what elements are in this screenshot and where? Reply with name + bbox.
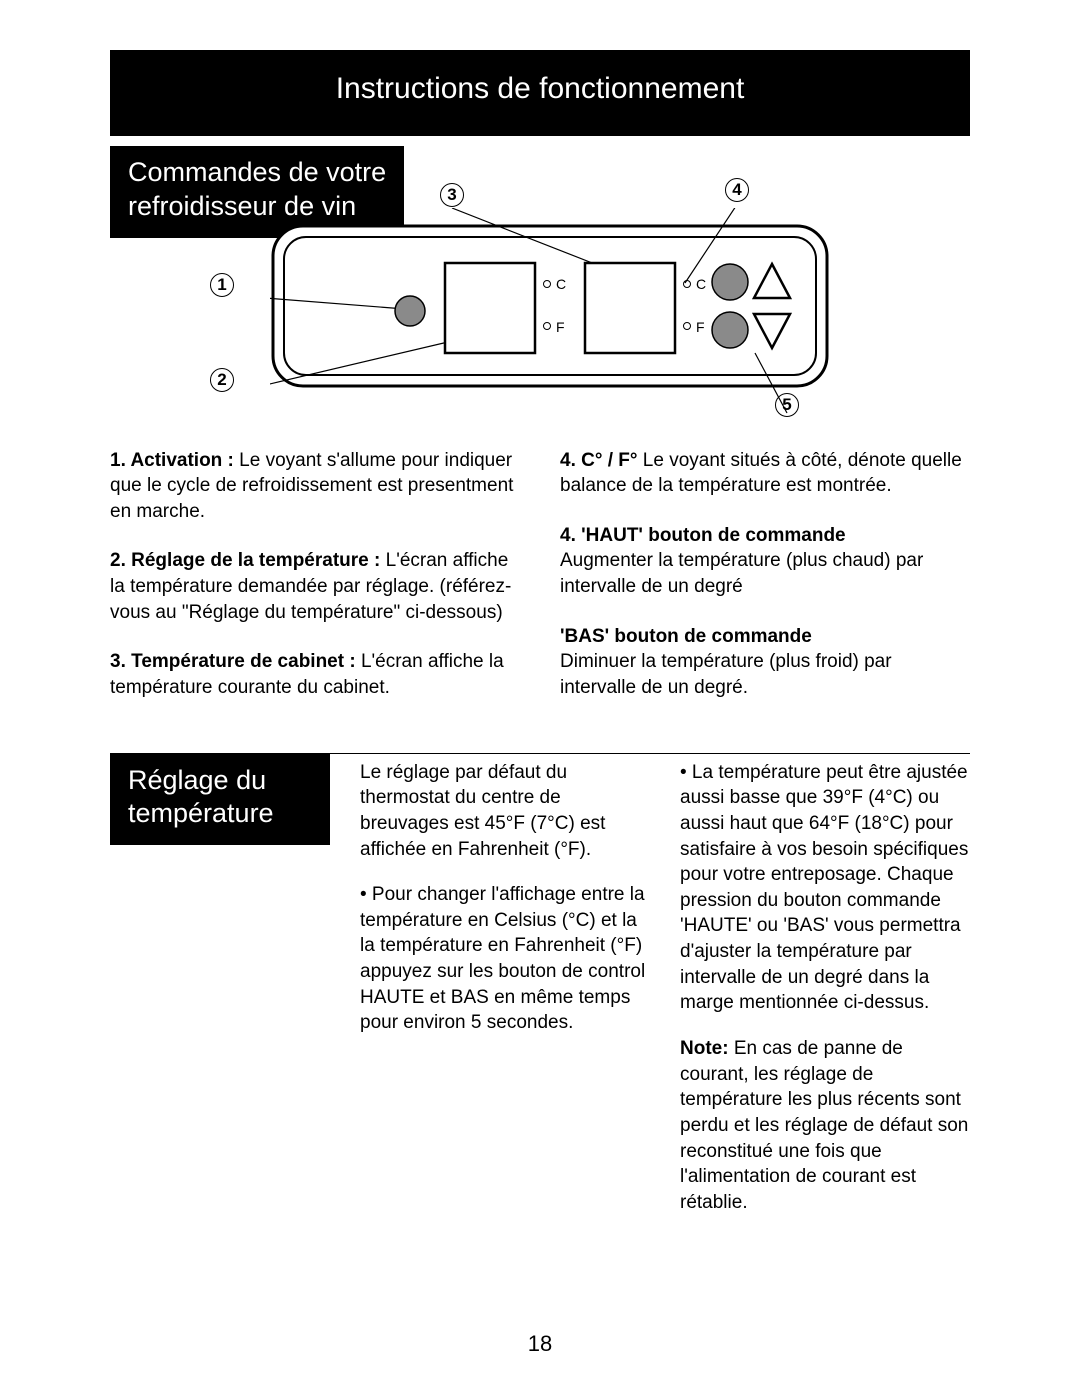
control-panel-diagram: 1 2 3 4 5 C F — [110, 178, 970, 438]
callout-3: 3 — [440, 183, 464, 207]
sec2-p1: Le réglage par défaut du thermostat du c… — [360, 760, 650, 863]
sec2-note: Note: En cas de panne de courant, les ré… — [680, 1036, 970, 1215]
item-1: 1. Activation : Le voyant s'allume pour … — [110, 448, 520, 525]
item-4: 4. C° / F° Le voyant situés à côté, déno… — [560, 448, 970, 499]
callout-1: 1 — [210, 273, 234, 297]
label-c-left: C — [556, 276, 566, 292]
item-2: 2. Réglage de la température : L'écran a… — [110, 548, 520, 625]
control-panel-svg: C F C F — [270, 208, 830, 418]
section-reglage: Réglage du température Le réglage par dé… — [110, 754, 970, 1236]
section2-col-1: Le réglage par défaut du thermostat du c… — [360, 760, 650, 1236]
sec2-p2: • Pour changer l'affichage entre la temp… — [360, 882, 650, 1036]
left-column: 1. Activation : Le voyant s'allume pour … — [110, 448, 520, 725]
callout-2: 2 — [210, 368, 234, 392]
sec2-p3: • La température peut être ajustée aussi… — [680, 760, 970, 1016]
page-number: 18 — [0, 1331, 1080, 1357]
label-c-right: C — [696, 276, 706, 292]
callout-4: 4 — [725, 178, 749, 202]
label-f-left: F — [556, 319, 565, 335]
descriptions-columns: 1. Activation : Le voyant s'allume pour … — [110, 448, 970, 725]
label-f-right: F — [696, 319, 705, 335]
item-haut: 4. 'HAUT' bouton de commande Augmenter l… — [560, 523, 970, 600]
item-3: 3. Température de cabinet : L'écran affi… — [110, 649, 520, 700]
item-bas: 'BAS' bouton de commande Diminuer la tem… — [560, 624, 970, 701]
section2-title-bar: Réglage du température — [110, 754, 330, 846]
page-title-bar: Instructions de fonctionnement — [110, 50, 970, 136]
section2-col-2: • La température peut être ajustée aussi… — [680, 760, 970, 1236]
right-column: 4. C° / F° Le voyant situés à côté, déno… — [560, 448, 970, 725]
